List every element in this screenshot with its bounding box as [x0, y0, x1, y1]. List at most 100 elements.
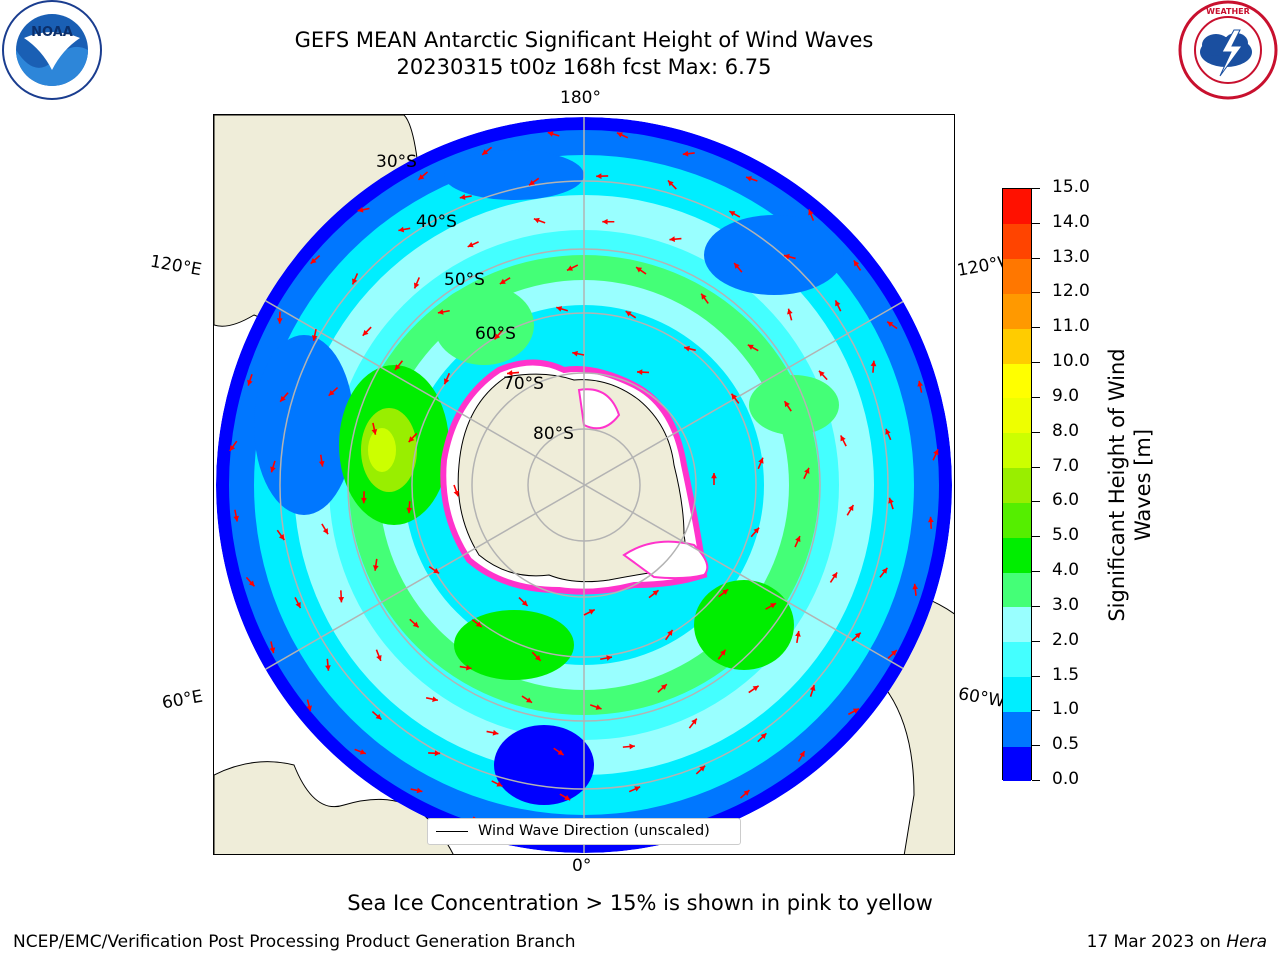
wave-arrow-head: [795, 631, 801, 637]
wave-arrow-head: [270, 466, 276, 473]
colorbar-tick-label: 14.0: [1052, 211, 1090, 232]
colorbar-segment: [1003, 606, 1031, 643]
wave-arrow-head: [499, 278, 506, 284]
chart-title: GEFS MEAN Antarctic Significant Height o…: [294, 28, 874, 52]
wave-arrow-head: [437, 309, 444, 315]
nws-logo: WEATHER: [1178, 0, 1278, 100]
wave-arrow-head: [434, 750, 441, 757]
wave-arrow-head: [306, 705, 312, 712]
colorbar-tick-label: 11.0: [1052, 316, 1090, 337]
wave-arrow-head: [890, 650, 897, 656]
wave-arrow-head: [465, 664, 472, 671]
wave-arrow-head: [413, 282, 420, 289]
colorbar-tick-label: 5.0: [1052, 525, 1080, 546]
wave-arrow-head: [357, 206, 364, 213]
wave-arrow-head: [760, 733, 767, 740]
graticule: [216, 117, 952, 853]
wave-arrow-head: [318, 460, 325, 467]
colorbar-tick-label: 12.0: [1052, 281, 1090, 302]
wave-arrow-head: [310, 257, 317, 264]
colorbar-tick-label: 10.0: [1052, 351, 1090, 372]
colorbar-tick-mark: [1032, 327, 1040, 329]
wave-arrow-head: [453, 490, 460, 497]
wave-arrow-head: [616, 132, 623, 138]
wave-arrow-head: [459, 194, 466, 200]
wave-arrow-head: [412, 621, 419, 628]
footer-date: 17 Mar 2023 on Hera: [1087, 932, 1267, 952]
wave-arrow-head: [588, 609, 595, 615]
lon-label-60w: 60°W: [956, 684, 1007, 712]
colorbar-segment: [1003, 363, 1031, 399]
colorbar-tick-mark: [1032, 292, 1040, 294]
svg-text:WEATHER: WEATHER: [1206, 7, 1250, 16]
wave-arrow-head: [746, 176, 752, 182]
wave-arrow-head: [885, 428, 891, 435]
wave-arrow-head: [533, 217, 540, 224]
wave-arrow-head: [406, 507, 413, 514]
colorbar-segment: [1003, 572, 1031, 608]
colorbar-title-line1: Significant Height of Wind: [1105, 348, 1129, 622]
colorbar: [1002, 188, 1032, 782]
legend-label: Wind Wave Direction (unscaled): [478, 823, 710, 839]
wave-arrow-head: [784, 401, 790, 408]
colorbar-tick-label: 2.0: [1052, 629, 1080, 650]
wave-arrow-head: [770, 603, 777, 609]
wave-arrow-head: [684, 345, 690, 352]
wave-arrow-head: [496, 781, 503, 787]
wave-arrow-head: [362, 329, 369, 336]
lon-label-120e: 120°E: [148, 251, 204, 281]
wave-arrow-head: [734, 262, 740, 269]
colorbar-tick-mark: [1032, 362, 1040, 364]
wave-arrow-head: [311, 335, 318, 341]
wave-arrow-head: [840, 435, 846, 442]
wave-arrow-head: [572, 350, 578, 357]
wave-arrow-head: [669, 236, 675, 243]
chart-subtitle: 20230315 t00z 168h fcst Max: 6.75: [396, 55, 772, 79]
wave-arrow-head: [691, 718, 697, 725]
lat-label-60s: 60°S: [475, 324, 516, 344]
wave-arrow-head: [595, 704, 602, 710]
wave-arrow-head: [852, 708, 859, 714]
colorbar-segment: [1003, 397, 1031, 434]
wave-arrow-head: [660, 684, 667, 690]
wave-arrow-head: [557, 749, 564, 756]
wave-arrow-head: [528, 179, 535, 186]
wave-arrow-head: [731, 393, 738, 400]
wave-arrow-head: [912, 583, 919, 590]
wave-arrow-head: [637, 369, 643, 376]
wave-arrow-head: [652, 590, 659, 596]
noaa-logo: NOAA: [2, 0, 102, 100]
colorbar-tick-mark: [1032, 396, 1040, 398]
wave-arrow-head: [443, 378, 450, 385]
colorbar-tick-mark: [1032, 257, 1040, 259]
colorbar-segment: [1003, 641, 1031, 678]
wave-arrow-head: [233, 515, 239, 522]
footer-date-text: 17 Mar 2023 on: [1086, 932, 1227, 952]
wave-arrow-head: [634, 786, 641, 792]
wave-arrow-head: [747, 344, 754, 350]
wave-arrow-head: [534, 655, 541, 661]
wave-arrow-head: [831, 572, 838, 579]
lon-label-60e: 60°E: [160, 686, 205, 714]
wave-arrow-head: [933, 449, 939, 456]
wave-arrow-head: [492, 729, 499, 736]
wave-arrow-head: [887, 321, 894, 328]
wave-arrow-head: [667, 629, 673, 636]
colorbar-segment: [1003, 711, 1031, 747]
colorbar-tick-label: 7.0: [1052, 455, 1080, 476]
wave-arrow-head: [361, 497, 367, 504]
wave-arrow-head: [276, 318, 283, 324]
wave-arrow-head: [881, 567, 888, 574]
wave-arrow-head: [809, 685, 816, 692]
colorbar-tick-label: 3.0: [1052, 594, 1080, 615]
wave-arrow-head: [556, 306, 563, 312]
colorbar-tick-mark: [1032, 780, 1040, 781]
wave-arrow-head: [247, 379, 253, 386]
wave-arrow-head: [352, 278, 358, 285]
colorbar-tick-mark: [1032, 675, 1040, 677]
wave-arrow-head: [398, 226, 405, 233]
polar-map: [213, 114, 955, 855]
wave-arrow-head: [729, 211, 736, 217]
colorbar-title: Significant Height of Wind Waves [m]: [1104, 348, 1156, 621]
wave-arrow-head: [507, 370, 513, 376]
